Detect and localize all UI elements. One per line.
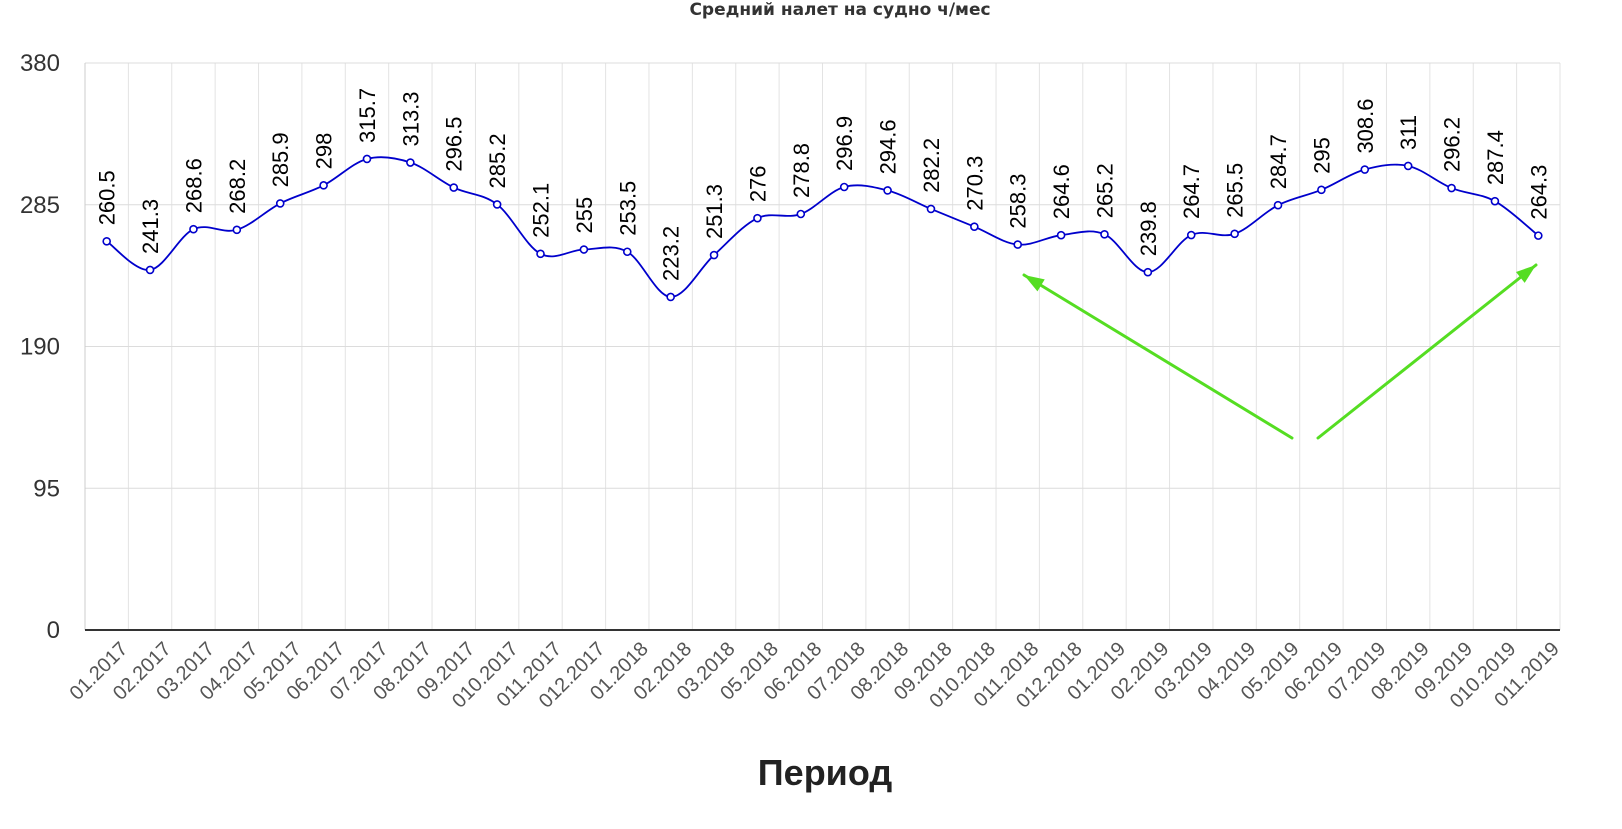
data-label: 298: [312, 133, 337, 170]
data-label: 251.3: [702, 184, 727, 239]
series-line: [106, 156, 1539, 298]
data-label: 313.3: [398, 91, 423, 146]
data-labels: 260.5 241.3 268.6 268.2 285.9 298 315.7 313.3 29…: [95, 88, 1552, 281]
data-label: 308.6: [1353, 98, 1378, 153]
data-point: [275, 199, 285, 208]
data-label: 268.2: [225, 159, 250, 214]
y-tick-label: 380: [20, 50, 60, 77]
data-point: [709, 250, 719, 260]
data-point: [753, 213, 762, 223]
data-point: [1403, 161, 1413, 171]
data-label: 276: [745, 165, 770, 202]
data-label: 264.3: [1526, 165, 1551, 220]
data-point: [1490, 196, 1500, 206]
data-point: [622, 247, 632, 257]
data-label: 265.2: [1092, 163, 1117, 218]
data-point: [1534, 231, 1543, 240]
data-point: [926, 204, 936, 214]
data-label: 287.4: [1483, 130, 1508, 185]
data-label: 284.7: [1266, 134, 1291, 189]
data-label: 223.2: [659, 226, 684, 281]
data-label: 239.8: [1136, 201, 1161, 256]
data-label: 264.7: [1179, 164, 1204, 219]
data-point: [1317, 185, 1326, 195]
data-label: 311: [1396, 115, 1421, 150]
data-label: 253.5: [615, 181, 640, 236]
grid-lines: [84, 62, 1561, 631]
data-point: [1273, 200, 1283, 210]
data-point: [536, 249, 545, 259]
data-point: [970, 222, 979, 231]
data-point: [883, 186, 892, 195]
y-axis-ticks: 0 95 190 285 380: [20, 50, 60, 644]
data-label: 294.6: [876, 119, 901, 174]
data-point: [1013, 240, 1023, 249]
data-label: 296.5: [442, 117, 467, 172]
data-point: [1056, 230, 1066, 240]
data-label: 265.5: [1223, 163, 1248, 218]
y-tick-label: 285: [20, 192, 60, 219]
annotation-arrow-head: [1024, 275, 1045, 292]
y-tick-label: 190: [20, 334, 60, 361]
data-point: [362, 154, 372, 164]
x-axis-title: Период: [757, 752, 893, 793]
chart-title: Средний налет на судно ч/мес: [689, 0, 991, 20]
data-label: 270.3: [962, 156, 987, 211]
data-label: 296.2: [1440, 117, 1465, 172]
data-label: 241.3: [138, 199, 163, 254]
data-point: [1186, 230, 1196, 240]
data-point: [1100, 229, 1109, 239]
data-point: [406, 158, 415, 167]
data-point: [102, 237, 111, 246]
data-point: [1143, 267, 1153, 277]
data-point: [839, 182, 849, 192]
data-label: 295: [1309, 137, 1334, 174]
data-point: [1360, 165, 1370, 174]
data-points: [102, 154, 1543, 302]
data-point: [796, 209, 806, 219]
data-point: [1447, 183, 1456, 193]
data-label: 268.6: [181, 158, 206, 213]
data-point: [492, 200, 502, 209]
data-label: 285.2: [485, 133, 510, 188]
y-tick-label: 0: [47, 617, 60, 644]
data-label: 278.8: [789, 143, 814, 198]
data-label: 255: [572, 197, 597, 234]
data-label: 258.3: [1006, 174, 1031, 229]
data-point: [319, 181, 328, 190]
data-label: 260.5: [95, 170, 120, 225]
y-tick-label: 95: [33, 475, 60, 502]
data-label: 264.6: [1049, 164, 1074, 219]
data-point: [449, 183, 459, 192]
annotation-arrow-shaft: [1316, 263, 1538, 440]
annotation-arrow-head: [1515, 265, 1536, 283]
data-point: [579, 245, 589, 254]
data-label: 315.7: [355, 88, 380, 143]
data-label: 296.9: [832, 116, 857, 171]
x-axis-ticks: 01.201702.201703.201704.201705.201706.20…: [66, 638, 1564, 713]
data-point: [189, 224, 198, 234]
data-point: [232, 225, 242, 235]
annotation-arrows: [1022, 263, 1538, 440]
data-label: 252.1: [529, 183, 554, 238]
data-point: [666, 292, 675, 302]
data-point: [1230, 229, 1239, 239]
data-label: 282.2: [919, 138, 944, 193]
data-point: [145, 265, 155, 275]
data-label: 285.9: [268, 132, 293, 187]
annotation-arrow-shaft: [1022, 273, 1294, 440]
